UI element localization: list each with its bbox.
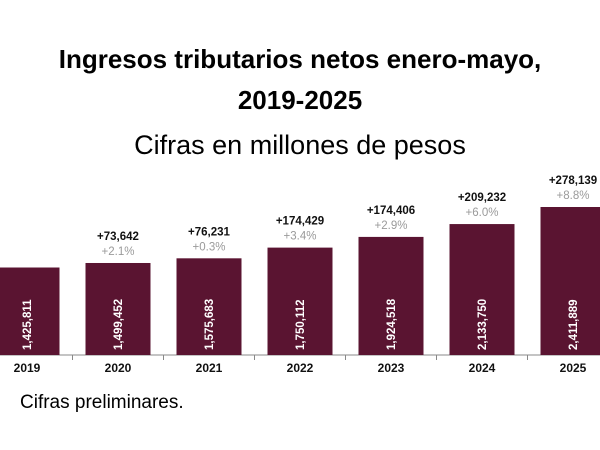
bar-2025 — [540, 207, 600, 355]
bar-2022 — [267, 247, 333, 355]
bar-2024 — [449, 224, 515, 355]
change-absolute-label: +174,429 — [276, 216, 324, 228]
bar-2021 — [176, 258, 242, 355]
chart-subtitle: Cifras en millones de pesos — [134, 130, 466, 160]
bar-value-label: 1,575,683 — [204, 299, 216, 350]
change-percent-label: +6.0% — [466, 207, 499, 219]
change-percent-label: +3.4% — [284, 231, 317, 243]
bar-value-label: 2,133,750 — [477, 299, 489, 350]
change-percent-label: +8.8% — [557, 190, 590, 202]
x-tick-label: 2024 — [469, 361, 496, 375]
bar-value-label: 1,924,518 — [386, 298, 398, 350]
change-percent-label: +0.3% — [193, 241, 226, 253]
bar-value-label: 2,411,889 — [568, 299, 580, 350]
chart-title-line-1: Ingresos tributarios netos enero-mayo, — [58, 44, 542, 74]
change-absolute-label: +278,139 — [549, 175, 597, 187]
bar-value-label: 1,750,112 — [295, 299, 307, 350]
bar-2019 — [0, 267, 60, 355]
x-tick-label: 2025 — [560, 361, 587, 375]
x-tick-label: 2019 — [14, 361, 41, 375]
footnote: Cifras preliminares. — [20, 392, 184, 413]
bar-2023 — [358, 236, 424, 355]
x-tick-label: 2020 — [105, 361, 132, 375]
change-percent-label: +2.1% — [102, 246, 135, 258]
change-absolute-label: +174,406 — [367, 205, 415, 217]
change-absolute-label: +76,231 — [188, 226, 230, 238]
bar-value-label: 1,425,811 — [22, 299, 34, 350]
bar-value-label: 1,499,452 — [113, 299, 125, 350]
bar-2020 — [85, 262, 151, 355]
change-absolute-label: +209,232 — [458, 192, 506, 204]
x-tick-label: 2021 — [196, 361, 223, 375]
x-tick-label: 2023 — [378, 361, 405, 375]
x-tick-label: 2022 — [287, 361, 314, 375]
change-percent-label: +2.9% — [375, 220, 408, 232]
chart-title-line-2: 2019-2025 — [237, 85, 363, 115]
change-absolute-label: +73,642 — [97, 231, 139, 243]
